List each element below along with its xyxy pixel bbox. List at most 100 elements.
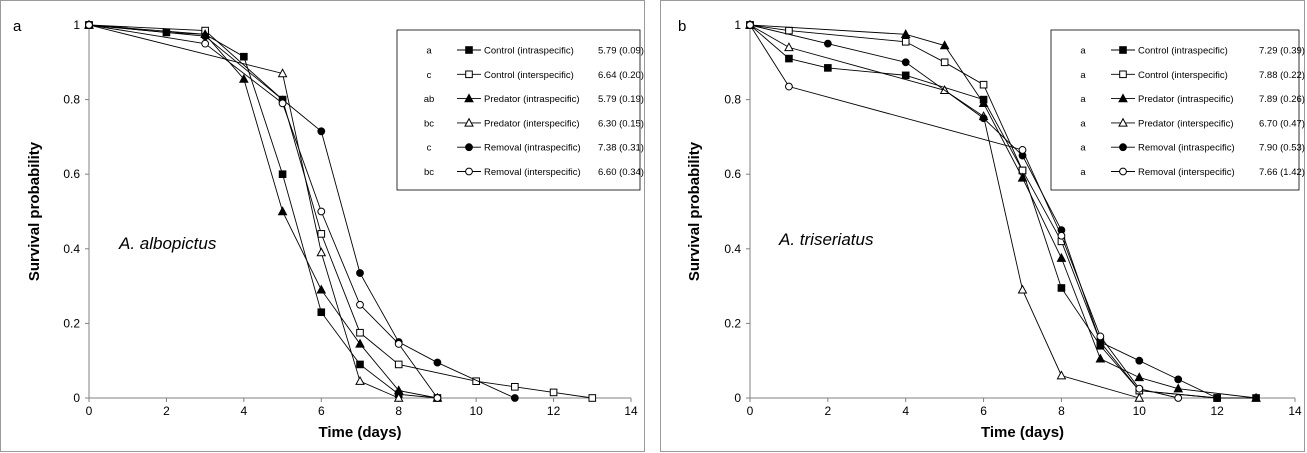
series-a-5 [85, 21, 442, 402]
legend-label-a: Control (interspecific) [484, 70, 574, 81]
legend-letter-a: bc [424, 167, 434, 178]
data-point-a-5 [85, 21, 93, 29]
series-b-2 [745, 19, 1261, 402]
data-point-b-4 [1174, 375, 1183, 384]
legend-label-b: Control (interspecific) [1138, 70, 1228, 81]
data-point-a-5 [201, 39, 210, 48]
legend-marker-b [1119, 70, 1127, 79]
data-point-b-4 [901, 58, 910, 67]
data-point-a-1 [394, 360, 403, 369]
data-point-a-4 [510, 394, 519, 402]
legend-marker-a [465, 70, 473, 79]
legend-letter-b: a [1080, 118, 1086, 129]
data-point-a-1 [356, 328, 364, 337]
data-point-b-5 [1096, 332, 1105, 341]
legend-label-b: Control (intraspecific) [1138, 46, 1228, 57]
x-tick-label-b: 4 [902, 404, 909, 418]
data-point-b-2 [1251, 392, 1261, 402]
legend-stat-b: 7.90 (0.53) [1259, 143, 1305, 154]
data-point-b-3 [784, 42, 794, 52]
x-tick-label-b: 8 [1058, 404, 1065, 418]
legend-marker-b [1119, 167, 1127, 176]
series-b-5 [746, 21, 1183, 402]
data-point-a-5 [317, 207, 326, 216]
data-point-b-0 [1057, 284, 1066, 292]
data-point-a-5 [278, 99, 287, 108]
data-point-a-1 [472, 377, 480, 386]
chart-panel-a: a 0 2 4 6 8 10 12 14 0 0.2 0.4 0.6 0.8 1 Time (days) Sur… [0, 0, 645, 452]
x-axis-title-b: Time (days) [981, 424, 1064, 441]
data-point-b-5 [1135, 384, 1144, 393]
x-tick-label-a: 14 [624, 404, 638, 418]
data-point-b-2 [900, 29, 911, 39]
legend-marker-b [1119, 143, 1127, 152]
y-tick-label-a: 0.2 [63, 316, 80, 330]
data-point-b-3 [1134, 392, 1145, 402]
data-point-b-4 [1135, 356, 1144, 365]
chart-panel-b: b 0 2 4 6 8 10 12 14 0 0.2 0.4 0.6 0.8 1 Time (days) Sur… [660, 0, 1305, 452]
legend-label-b: Predator (intraspecific) [1138, 94, 1234, 105]
chart-svg-b: b 0 2 4 6 8 10 12 14 0 0.2 0.4 0.6 0.8 1 Time (days) Sur… [678, 18, 1305, 441]
data-point-b-5 [746, 21, 754, 29]
data-point-a-0 [317, 308, 326, 317]
legend-letter-b: a [1080, 46, 1086, 57]
series-a-0 [85, 21, 442, 402]
data-point-b-1 [940, 58, 949, 67]
y-tick-label-a: 0.6 [63, 167, 80, 181]
species-label-a: A. albopictus [118, 234, 217, 253]
series-line-a-2 [88, 24, 438, 399]
legend-stat-a: 5.79 (0.19) [598, 94, 644, 105]
legend-letter-b: a [1080, 94, 1086, 105]
data-point-b-2 [1056, 252, 1067, 262]
x-tick-label-b: 0 [747, 404, 754, 418]
legend-letter-a: c [427, 143, 432, 154]
data-point-a-0 [240, 52, 248, 61]
series-line-b-1 [749, 24, 1218, 399]
series-a-2 [84, 19, 443, 402]
legend-stat-a: 6.64 (0.20) [598, 70, 644, 81]
legend-letter-a: a [426, 46, 432, 57]
x-tick-label-b: 14 [1288, 404, 1302, 418]
data-point-b-0 [901, 71, 910, 80]
y-tick-label-a: 0.4 [63, 242, 80, 256]
y-tick-label-b: 0.2 [724, 316, 741, 330]
data-point-a-5 [356, 300, 364, 309]
data-point-b-5 [785, 82, 793, 91]
legend-label-a: Control (intraspecific) [484, 46, 574, 57]
legend-marker-b [1118, 93, 1128, 103]
y-axis-title-b: Survival probability [686, 141, 703, 281]
x-tick-label-a: 0 [86, 404, 93, 418]
legend-label-b: Removal (interspecific) [1138, 167, 1235, 178]
legend-box-b [1050, 29, 1300, 191]
panel-label-a: a [13, 18, 22, 35]
data-point-a-3 [316, 247, 327, 257]
legend-letter-b: a [1080, 167, 1086, 178]
data-point-b-2 [978, 98, 989, 108]
legend-stat-a: 6.60 (0.34) [598, 167, 644, 178]
legend-letter-a: c [427, 70, 432, 81]
legend-stat-b: 7.29 (0.39) [1259, 46, 1305, 57]
data-point-a-3 [355, 375, 365, 385]
data-point-a-5 [433, 394, 442, 402]
data-point-a-4 [317, 127, 326, 136]
data-point-a-0 [356, 360, 364, 369]
x-tick-label-a: 12 [547, 404, 561, 418]
legend-label-b: Removal (intraspecific) [1138, 143, 1235, 154]
data-point-a-2 [277, 206, 288, 216]
data-point-b-0 [824, 64, 832, 72]
x-tick-label-a: 2 [163, 404, 170, 418]
x-tick-label-b: 12 [1210, 404, 1224, 418]
legend-letter-a: bc [424, 118, 434, 129]
legend-label-b: Predator (interspecific) [1138, 118, 1234, 129]
series-line-a-4 [88, 24, 516, 399]
x-tick-label-b: 10 [1133, 404, 1147, 418]
legend-box-a [396, 29, 641, 191]
legend-marker-a [465, 46, 473, 54]
data-point-b-4 [823, 39, 832, 48]
legend-marker-a [464, 93, 474, 103]
y-tick-label-a: 0 [73, 391, 80, 405]
series-line-a-5 [88, 24, 438, 399]
chart-svg-a: a 0 2 4 6 8 10 12 14 0 0.2 0.4 0.6 0.8 1 Time (days) Sur… [13, 18, 644, 441]
data-point-b-5 [1057, 231, 1066, 240]
series-line-a-1 [88, 24, 593, 399]
